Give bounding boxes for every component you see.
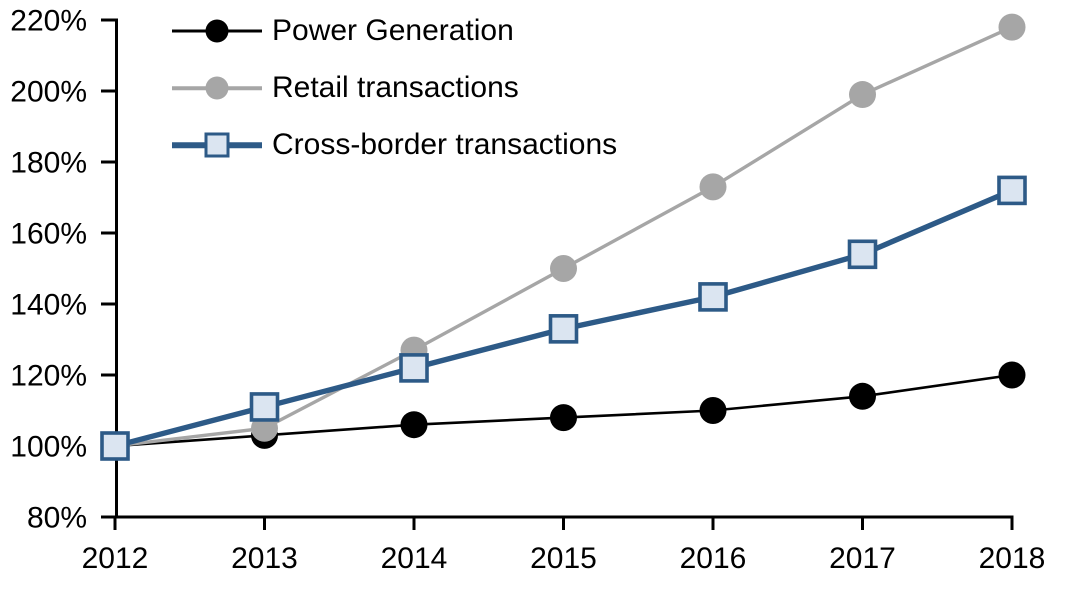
x-axis-tick-label: 2012 <box>82 542 149 575</box>
data-point-retail-transactions-2018 <box>998 13 1026 41</box>
y-axis-tick-label: 220% <box>10 5 87 38</box>
y-axis-tick-label: 140% <box>10 289 87 322</box>
y-axis-tick-label: 160% <box>10 218 87 251</box>
data-point-cross-border-transactions-2014 <box>399 353 429 383</box>
circle-marker-icon <box>205 19 229 43</box>
legend-label-cross-border-transactions: Cross-border transactions <box>272 128 618 161</box>
retail-transactions-line-marker-icon <box>172 73 262 103</box>
legend: Power Generation Retail transactions Cro… <box>172 16 617 187</box>
x-axis-tick-label: 2016 <box>680 542 747 575</box>
data-point-cross-border-transactions-2016 <box>698 282 728 312</box>
circle-marker-icon <box>205 76 229 100</box>
data-point-cross-border-transactions-2013 <box>249 392 280 422</box>
x-axis-tick-label: 2015 <box>530 542 597 575</box>
y-axis-tick-label: 120% <box>10 360 87 393</box>
data-point-retail-transactions-2015 <box>550 255 577 282</box>
data-point-retail-transactions-2017 <box>849 81 876 109</box>
y-axis-tick-label: 200% <box>10 76 87 109</box>
data-point-cross-border-transactions-2012 <box>100 431 130 461</box>
legend-item-retail-transactions: Retail transactions <box>172 73 617 103</box>
legend-label-power-generation: Power Generation <box>272 14 514 47</box>
x-axis-tick-label: 2013 <box>231 542 298 575</box>
cross-border-transactions-line-marker-icon <box>172 130 262 160</box>
y-axis-tick-label: 180% <box>10 147 87 180</box>
power-generation-line-marker-icon <box>172 16 262 46</box>
square-marker-icon <box>204 132 230 158</box>
legend-item-power-generation: Power Generation <box>172 16 617 46</box>
data-point-cross-border-transactions-2017 <box>847 239 878 270</box>
data-point-power-generation-2015 <box>550 404 577 432</box>
legend-item-cross-border-transactions: Cross-border transactions <box>172 130 617 160</box>
x-axis-tick-label: 2014 <box>381 542 448 575</box>
y-axis-tick-label: 80% <box>27 502 87 535</box>
data-point-power-generation-2014 <box>400 411 428 439</box>
x-axis-tick-label: 2018 <box>979 542 1046 575</box>
data-point-cross-border-transactions-2015 <box>548 314 579 344</box>
data-point-power-generation-2017 <box>849 382 876 410</box>
data-point-retail-transactions-2016 <box>699 173 727 201</box>
data-point-power-generation-2018 <box>998 361 1026 389</box>
data-point-power-generation-2016 <box>699 397 727 424</box>
x-axis-tick-label: 2017 <box>829 542 896 575</box>
legend-label-retail-transactions: Retail transactions <box>272 71 519 104</box>
y-axis-tick-label: 100% <box>10 431 87 464</box>
data-point-cross-border-transactions-2018 <box>997 175 1027 206</box>
